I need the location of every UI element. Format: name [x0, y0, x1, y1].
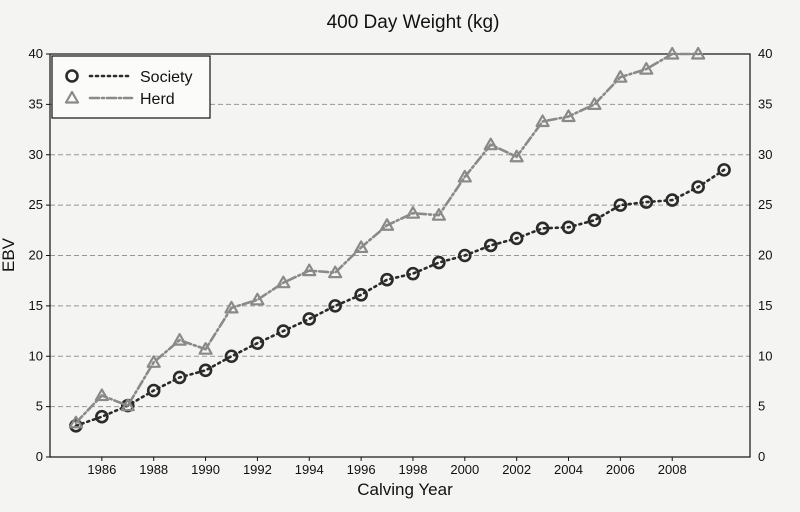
society-point-2004 — [561, 220, 576, 235]
legend-marker-herd — [64, 90, 80, 104]
society-point-1991 — [224, 349, 239, 364]
legend-marker-society — [65, 69, 79, 83]
society-point-2001 — [483, 238, 498, 253]
herd-point-2005 — [587, 97, 602, 110]
y-tick-label-left-15: 15 — [29, 298, 43, 313]
herd-point-1991 — [224, 300, 239, 314]
y-tick-label-right-35: 35 — [758, 96, 772, 111]
herd-point-1986 — [94, 388, 109, 402]
society-point-2003 — [535, 221, 550, 236]
chart-title: 400 Day Weight (kg) — [327, 12, 500, 33]
y-tick-label-left-10: 10 — [29, 348, 43, 363]
herd-point-2002 — [509, 149, 524, 163]
legend-label-society: Society — [140, 69, 192, 86]
x-tick-label-2002: 2002 — [502, 462, 531, 477]
society-point-1992 — [250, 336, 265, 350]
y-tick-label-left-20: 20 — [29, 248, 43, 263]
society-point-2006 — [613, 198, 628, 212]
y-tick-label-left-35: 35 — [29, 96, 43, 111]
x-tick-label-1994: 1994 — [295, 462, 324, 477]
x-tick-label-2008: 2008 — [658, 462, 687, 477]
society-point-2005 — [587, 213, 602, 228]
herd-point-1999 — [431, 208, 446, 221]
y-tick-label-left-40: 40 — [29, 46, 43, 61]
series-layer — [68, 46, 731, 433]
society-point-2002 — [509, 231, 524, 246]
x-tick-label-1992: 1992 — [243, 462, 272, 477]
y-tick-label-right-15: 15 — [758, 298, 772, 313]
x-tick-label-1990: 1990 — [191, 462, 220, 477]
plot-frame — [49, 53, 751, 458]
y-axis-title: EBV — [0, 237, 18, 272]
y-tick-label-right-40: 40 — [758, 46, 772, 61]
herd-point-1992 — [250, 292, 265, 306]
y-tick-label-right-20: 20 — [758, 248, 772, 263]
herd-point-2006 — [613, 70, 628, 83]
herd-point-2009 — [691, 46, 706, 60]
society-point-1988 — [146, 383, 161, 398]
herd-point-2001 — [483, 137, 498, 151]
society-point-1990 — [198, 363, 213, 378]
x-axis-title: Calving Year — [357, 480, 453, 499]
y-tick-label-left-25: 25 — [29, 197, 43, 212]
society-point-1994 — [302, 312, 317, 326]
series-herd — [68, 46, 706, 429]
x-tick-label-1988: 1988 — [139, 462, 168, 477]
x-tick-label-1986: 1986 — [87, 462, 116, 477]
herd-point-1998 — [405, 206, 421, 219]
herd-point-2008 — [665, 46, 680, 60]
x-tick-label-2006: 2006 — [606, 462, 635, 477]
society-point-1986 — [95, 409, 109, 424]
society-point-1998 — [406, 266, 420, 281]
society-point-2008 — [665, 193, 680, 207]
axes — [46, 53, 751, 461]
y-tick-label-left-5: 5 — [36, 399, 43, 414]
herd-point-1987 — [120, 398, 135, 412]
society-point-1996 — [354, 287, 368, 302]
series-line-herd — [74, 52, 700, 425]
herd-point-1994 — [302, 263, 317, 277]
herd-point-1997 — [379, 218, 395, 231]
legend-box — [51, 55, 211, 119]
society-point-1997 — [380, 272, 394, 287]
tick-labels: 0 0 5 5 10 10 15 15 20 20 25 25 30 30 35 35 40 40 1986 1988… — [29, 46, 773, 477]
x-tick-label-2004: 2004 — [554, 462, 583, 477]
y-tick-label-left-0: 0 — [36, 449, 43, 464]
herd-point-1989 — [172, 333, 187, 346]
society-point-1995 — [328, 299, 342, 313]
legend-label-herd: Herd — [140, 91, 175, 108]
society-point-1989 — [172, 370, 187, 385]
y-tick-label-right-30: 30 — [758, 147, 772, 162]
series-line-society — [74, 168, 726, 428]
x-tick-label-1998: 1998 — [399, 462, 428, 477]
herd-point-2004 — [561, 109, 576, 123]
herd-point-1995 — [328, 265, 343, 279]
herd-point-1996 — [354, 240, 369, 254]
y-tick-label-left-30: 30 — [29, 147, 43, 162]
society-point-2010 — [717, 163, 731, 177]
society-point-2007 — [639, 195, 654, 209]
herd-point-1985 — [68, 415, 84, 429]
series-society — [69, 163, 731, 433]
society-point-2000 — [458, 248, 472, 263]
y-tick-label-right-0: 0 — [758, 449, 765, 464]
legend: Society Herd — [51, 55, 211, 119]
herd-point-1988 — [146, 355, 161, 368]
y-tick-label-right-10: 10 — [758, 348, 772, 363]
x-tick-label-1996: 1996 — [347, 462, 376, 477]
society-point-1993 — [276, 324, 291, 338]
herd-point-2007 — [639, 62, 654, 75]
herd-point-1990 — [198, 342, 213, 355]
herd-point-1993 — [276, 275, 291, 289]
herd-point-2000 — [457, 169, 472, 183]
society-point-1999 — [432, 255, 446, 270]
herd-point-2003 — [535, 114, 550, 128]
y-tick-label-right-25: 25 — [758, 197, 772, 212]
x-tick-label-2000: 2000 — [450, 462, 479, 477]
y-tick-label-right-5: 5 — [758, 399, 765, 414]
society-point-2009 — [691, 180, 705, 194]
grid-lines — [50, 103, 750, 408]
